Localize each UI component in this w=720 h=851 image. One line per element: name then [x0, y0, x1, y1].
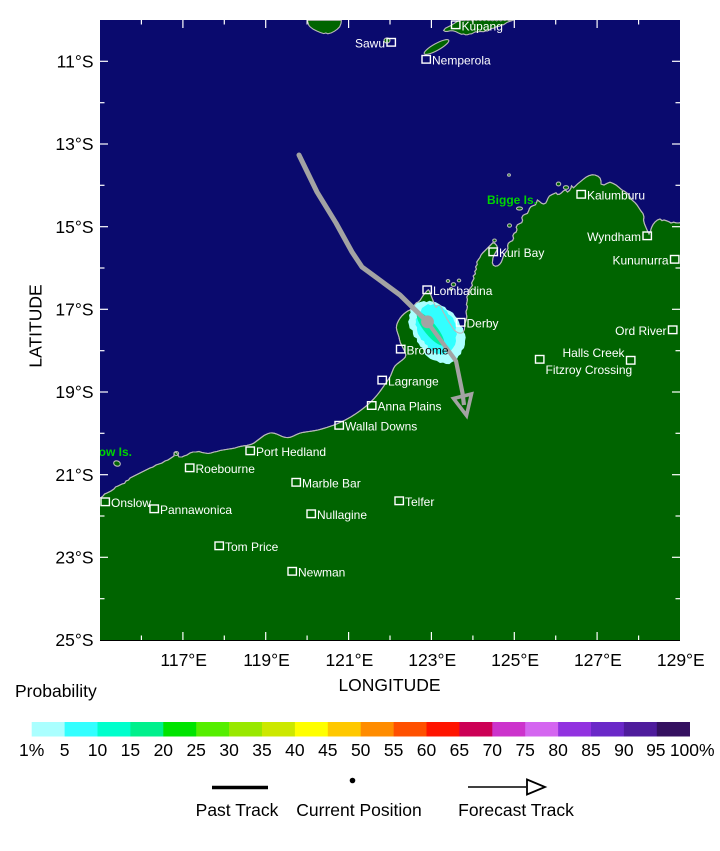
svg-text:LATITUDE: LATITUDE — [26, 284, 46, 367]
svg-text:40: 40 — [285, 740, 305, 760]
svg-text:123°E: 123°E — [408, 650, 456, 670]
svg-text:Ord River: Ord River — [615, 324, 666, 338]
svg-text:Barrow Is.: Barrow Is. — [74, 445, 132, 459]
svg-text:15: 15 — [121, 740, 140, 760]
svg-text:70: 70 — [483, 740, 503, 760]
svg-text:Roebourne: Roebourne — [196, 462, 256, 476]
svg-text:80: 80 — [548, 740, 568, 760]
svg-text:Wyndham: Wyndham — [587, 230, 641, 244]
svg-text:11°S: 11°S — [57, 51, 94, 71]
svg-text:119°E: 119°E — [243, 650, 290, 670]
svg-text:Halls Creek: Halls Creek — [562, 346, 625, 360]
svg-text:10: 10 — [88, 740, 108, 760]
svg-text:5: 5 — [60, 740, 70, 760]
svg-text:45: 45 — [318, 740, 337, 760]
svg-text:Lagrange: Lagrange — [388, 374, 439, 388]
svg-text:21°S: 21°S — [55, 465, 93, 485]
svg-text:13°S: 13°S — [55, 134, 93, 154]
svg-text:Sawu: Sawu — [355, 37, 385, 51]
svg-text:Marble Bar: Marble Bar — [302, 477, 361, 491]
svg-text:100%: 100% — [670, 740, 715, 760]
svg-text:Tom Price: Tom Price — [225, 540, 279, 554]
svg-text:Broome: Broome — [407, 343, 449, 357]
svg-text:Past Track: Past Track — [196, 800, 279, 820]
svg-text:Broome: Broome — [407, 343, 449, 357]
svg-text:25°S: 25°S — [55, 630, 93, 650]
svg-text:1%: 1% — [19, 740, 44, 760]
svg-text:129°E: 129°E — [657, 650, 705, 670]
svg-text:121°E: 121°E — [325, 650, 373, 670]
svg-text:Anna Plains: Anna Plains — [378, 400, 442, 414]
svg-text:90: 90 — [614, 740, 634, 760]
svg-text:20: 20 — [154, 740, 174, 760]
svg-text:15°S: 15°S — [55, 217, 93, 237]
svg-text:Forecast Track: Forecast Track — [458, 800, 574, 820]
svg-text:Kupang: Kupang — [462, 20, 503, 34]
svg-text:Newman: Newman — [298, 566, 345, 580]
svg-text:95: 95 — [646, 740, 665, 760]
svg-text:19°S: 19°S — [55, 382, 93, 402]
svg-text:Lombadina: Lombadina — [433, 284, 493, 298]
svg-text:Probability: Probability — [15, 681, 97, 701]
svg-text:Fitzroy Crossing: Fitzroy Crossing — [546, 363, 633, 377]
svg-text:Current Position: Current Position — [296, 800, 421, 820]
svg-text:125°E: 125°E — [491, 650, 539, 670]
svg-text:25: 25 — [186, 740, 205, 760]
svg-text:LONGITUDE: LONGITUDE — [338, 675, 440, 695]
svg-text:Onslow: Onslow — [111, 496, 151, 510]
svg-text:60: 60 — [417, 740, 437, 760]
svg-text:Kununurra: Kununurra — [612, 254, 668, 268]
svg-text:Telfer: Telfer — [405, 495, 434, 509]
svg-text:35: 35 — [252, 740, 271, 760]
svg-text:Pannawonica: Pannawonica — [160, 503, 232, 517]
svg-text:55: 55 — [384, 740, 403, 760]
svg-text:Nullagine: Nullagine — [317, 508, 367, 522]
svg-text:Kalumburu: Kalumburu — [587, 189, 645, 203]
svg-text:Wallal Downs: Wallal Downs — [345, 420, 417, 434]
svg-text:85: 85 — [581, 740, 600, 760]
svg-text:Kuri Bay: Kuri Bay — [499, 246, 544, 260]
svg-text:Bigge Is.: Bigge Is. — [487, 193, 537, 207]
svg-text:17°S: 17°S — [55, 299, 93, 319]
svg-text:30: 30 — [219, 740, 239, 760]
svg-text:65: 65 — [450, 740, 469, 760]
svg-text:Nemperola: Nemperola — [432, 54, 491, 68]
svg-text:75: 75 — [515, 740, 534, 760]
svg-text:117°E: 117°E — [160, 650, 207, 670]
svg-text:127°E: 127°E — [574, 650, 622, 670]
svg-text:50: 50 — [351, 740, 371, 760]
svg-text:Derby: Derby — [467, 317, 499, 331]
svg-text:Port Hedland: Port Hedland — [256, 445, 326, 459]
svg-text:23°S: 23°S — [55, 547, 93, 567]
